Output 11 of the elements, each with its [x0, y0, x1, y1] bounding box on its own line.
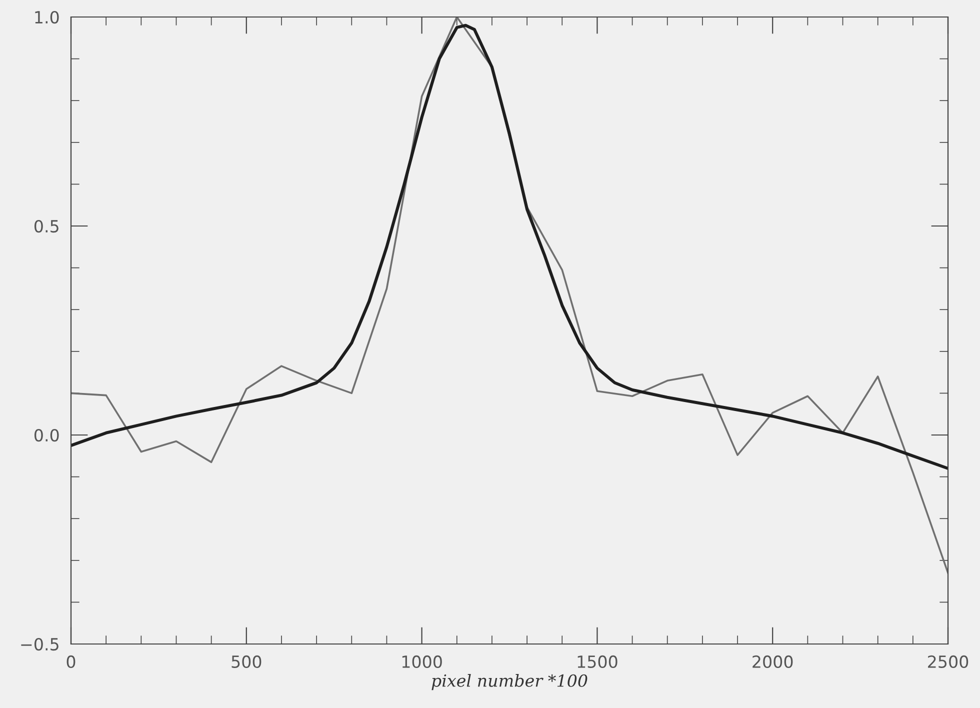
- x-axis-title: pixel number *100: [432, 674, 588, 690]
- x-tick-label: 0: [66, 655, 76, 668]
- x-tick-label: 1500: [578, 655, 618, 668]
- x-tick-label: 2000: [752, 655, 793, 668]
- y-tick-label: 1.0: [35, 10, 59, 24]
- y-tick-label: 0.0: [34, 428, 59, 442]
- y-tick-label: −0.5: [21, 638, 58, 651]
- x-tick-label: 500: [232, 655, 262, 668]
- x-tick-label: 1000: [402, 655, 442, 668]
- x-tick-label: 2500: [928, 655, 968, 668]
- y-tick-label: 0.5: [34, 220, 58, 233]
